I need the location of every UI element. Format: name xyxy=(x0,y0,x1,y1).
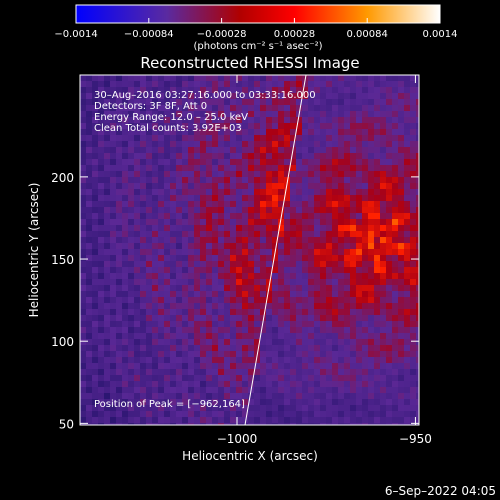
x-tick-label: −1000 xyxy=(217,432,258,446)
colorbar-ticks: −0.0014 −0.00084 −0.00028 0.00028 0.00084 0.0… xyxy=(54,18,458,40)
y-axis-label: Heliocentric Y (arcsec) xyxy=(27,183,41,318)
plot-frame xyxy=(79,74,420,426)
chart-title: Reconstructed RHESSI Image xyxy=(140,54,359,72)
annotation-peak: Position of Peak = [−962,164] xyxy=(94,399,245,410)
x-axis-label: Heliocentric X (arcsec) xyxy=(182,449,318,463)
annotation-time-range: 30–Aug–2016 03:27:16.000 to 03:33:16.000 xyxy=(94,90,316,101)
y-tick-label: 100 xyxy=(51,335,74,349)
annotation-detectors: Detectors: 3F 8F, Att 0 xyxy=(94,101,207,112)
footer-date: 6–Sep–2022 04:05 xyxy=(385,484,496,498)
colorbar-tick-label: −0.00028 xyxy=(197,29,247,40)
plot-area xyxy=(80,75,419,425)
y-tick-label: 200 xyxy=(51,171,74,185)
colorbar-tick-label: −0.00084 xyxy=(124,29,174,40)
annotation-clean: Clean Total counts: 3.92E+03 xyxy=(94,123,242,134)
colorbar xyxy=(75,4,441,24)
y-tick-label: 50 xyxy=(59,417,74,431)
colorbar-unit-label: (photons cm⁻² s⁻¹ asec⁻²) xyxy=(193,41,322,52)
colorbar-tick-label: 0.00028 xyxy=(274,29,315,40)
colorbar-tick-label: 0.0014 xyxy=(423,29,458,40)
axis-ticks: −1000−950−90050100150200 xyxy=(51,75,432,446)
x-tick-label: −950 xyxy=(399,432,432,446)
y-tick-label: 150 xyxy=(51,253,74,267)
solar-limb-line xyxy=(244,75,307,425)
annotation-energy: Energy Range: 12.0 – 25.0 keV xyxy=(94,112,248,123)
colorbar-tick-label: −0.0014 xyxy=(54,29,97,40)
colorbar-tick-label: 0.00084 xyxy=(347,29,388,40)
